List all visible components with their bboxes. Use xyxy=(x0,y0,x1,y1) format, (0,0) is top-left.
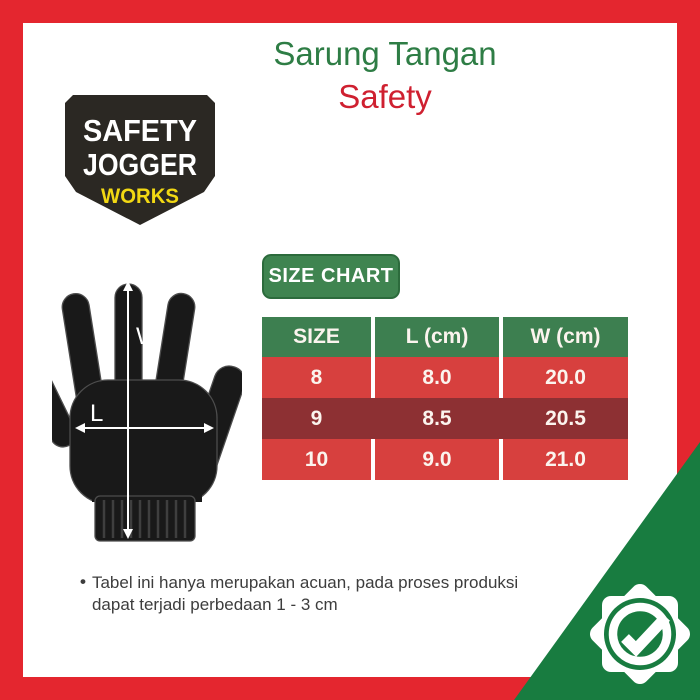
glove-cuff xyxy=(94,495,196,542)
length-arrowheads xyxy=(75,423,214,433)
brand-logo-badge: SAFETY JOGGER WORKS xyxy=(65,95,215,230)
table-cell-l: 8.5 xyxy=(375,398,499,439)
brand-logo-shield: SAFETY JOGGER WORKS xyxy=(65,95,215,225)
size-chart-button: SIZE CHART xyxy=(262,254,400,299)
glove-measurement-diagram: W L xyxy=(11,272,246,549)
width-arrowheads xyxy=(123,281,133,539)
table-cell-size: 10 xyxy=(262,439,371,480)
corner-ribbon-graphic xyxy=(514,442,700,700)
footnote-bullet: • xyxy=(80,572,86,591)
table-cell-l: 8.0 xyxy=(375,357,499,398)
footnote: • Tabel ini hanya merupakan acuan, pada … xyxy=(80,572,525,617)
table-cell-l: 9.0 xyxy=(375,439,499,480)
quality-seal-icon xyxy=(589,583,691,685)
table-cell-size: 8 xyxy=(262,357,371,398)
footnote-text: Tabel ini hanya merupakan acuan, pada pr… xyxy=(91,573,519,615)
glove-cuff-ribs xyxy=(102,500,187,538)
frame-top xyxy=(0,0,700,23)
glove-illustration: W L xyxy=(11,281,246,542)
brand-logo-text-safety: SAFETY xyxy=(83,113,197,148)
title-line-2: Safety xyxy=(338,78,432,115)
title-line-1: Sarung Tangan xyxy=(273,35,497,72)
table-cell-size: 9 xyxy=(262,398,371,439)
checkmark-icon xyxy=(621,613,671,657)
table-header-size: SIZE xyxy=(262,317,371,357)
table-row: 8 8.0 20.0 xyxy=(262,357,628,398)
length-label: L xyxy=(90,400,103,427)
table-header-row: SIZE L (cm) W (cm) xyxy=(262,317,628,357)
table-cell-w: 20.5 xyxy=(503,398,628,439)
table-cell-w: 20.0 xyxy=(503,357,628,398)
brand-logo-text-jogger: JOGGER xyxy=(83,147,197,182)
size-chart-table: SIZE L (cm) W (cm) 8 8.0 20.0 9 8.5 20.5… xyxy=(262,317,628,480)
table-row: 10 9.0 21.0 xyxy=(262,439,628,480)
frame-left xyxy=(0,0,23,700)
glove-palm-base xyxy=(92,442,202,502)
table-cell-w: 21.0 xyxy=(503,439,628,480)
size-chart-button-label: SIZE CHART xyxy=(268,265,394,287)
table-header-l: L (cm) xyxy=(375,317,499,357)
corner-ribbon xyxy=(514,442,700,700)
brand-logo-text-works: WORKS xyxy=(101,185,179,208)
table-header-w: W (cm) xyxy=(503,317,628,357)
table-row: 9 8.5 20.5 xyxy=(262,398,628,439)
page-title: Sarung Tangan Safety xyxy=(160,32,610,118)
width-label: W xyxy=(136,323,159,350)
